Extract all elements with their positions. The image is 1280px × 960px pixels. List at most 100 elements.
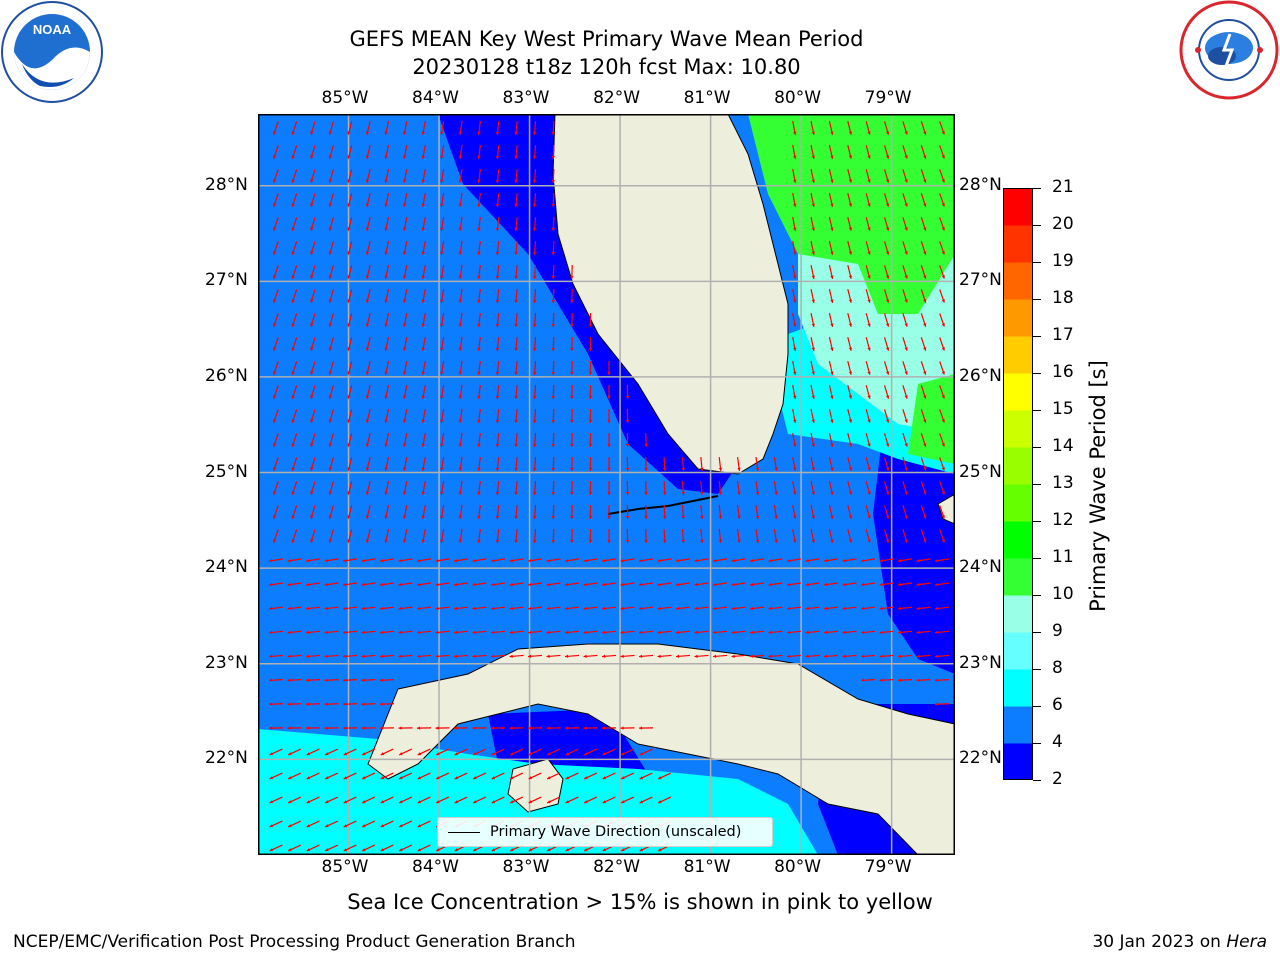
wave-arrow-head xyxy=(941,299,945,303)
wave-arrow-head xyxy=(273,467,277,471)
wave-arrow-head xyxy=(291,443,295,447)
wave-arrow-head xyxy=(403,131,407,135)
wave-arrow-head xyxy=(328,323,333,327)
wave-arrow-head xyxy=(454,558,458,563)
wave-arrow-head xyxy=(361,726,365,730)
wave-arrow-head xyxy=(269,678,273,682)
wave-arrow-head xyxy=(570,299,574,303)
wave-arrow-head xyxy=(584,800,588,804)
wave-arrow-head xyxy=(904,251,908,255)
wave-arrow-head xyxy=(325,800,329,804)
colorbar-tick xyxy=(1033,187,1041,189)
wave-arrow-head xyxy=(514,395,518,399)
wave-arrow-head xyxy=(588,371,593,375)
wave-arrow-head xyxy=(842,582,846,587)
wave-arrow-head xyxy=(273,371,277,375)
wave-arrow-head xyxy=(384,251,388,255)
wave-arrow-head xyxy=(291,299,295,303)
wave-arrow-head xyxy=(737,467,741,471)
wave-arrow-head xyxy=(491,582,495,587)
wave-arrow-head xyxy=(718,467,723,471)
wave-arrow-head xyxy=(361,630,365,635)
wave-arrow-head xyxy=(440,371,444,375)
wave-arrow-head xyxy=(288,776,292,780)
wave-arrow-head xyxy=(347,179,351,183)
wave-arrow-head xyxy=(365,275,370,279)
wave-arrow-head xyxy=(657,558,661,563)
wave-arrow-head xyxy=(830,323,834,327)
wave-arrow-head xyxy=(713,582,717,587)
colorbar-tick-label: 2 xyxy=(1052,769,1063,789)
latitude-label: 24°N xyxy=(205,557,248,578)
wave-arrow-head xyxy=(811,251,815,255)
latitude-label: 27°N xyxy=(959,270,1002,291)
colorbar-segment xyxy=(1003,447,1033,485)
wave-arrow-head xyxy=(472,606,476,611)
wave-arrow-head xyxy=(514,467,518,471)
wave-arrow-head xyxy=(403,371,407,375)
wave-arrow-head xyxy=(365,347,370,351)
wave-arrow-head xyxy=(398,582,402,587)
wave-arrow-head xyxy=(867,539,871,543)
wave-arrow-head xyxy=(657,606,661,611)
wave-arrow-head xyxy=(565,848,570,852)
wave-arrow-head xyxy=(287,606,291,611)
wave-arrow-head xyxy=(403,419,407,423)
wave-arrow-head xyxy=(941,395,945,399)
wave-arrow-head xyxy=(495,251,500,255)
wave-arrow-head xyxy=(458,323,463,327)
wave-arrow-head xyxy=(533,347,537,351)
wave-arrow-head xyxy=(347,203,351,207)
wave-arrow-head xyxy=(384,539,388,543)
wave-arrow-head xyxy=(923,323,927,327)
wave-arrow-head xyxy=(848,539,853,543)
wave-arrow-head xyxy=(291,179,295,183)
colorbar-tick xyxy=(1033,372,1041,374)
footer-credit: NCEP/EMC/Verification Post Processing Pr… xyxy=(13,932,576,952)
wave-arrow-head xyxy=(365,203,370,207)
wave-arrow-head xyxy=(343,606,347,611)
wave-arrow-head xyxy=(328,419,333,423)
wave-arrow-head xyxy=(570,371,574,375)
wave-arrow-head xyxy=(793,467,797,471)
colorbar-tick-label: 10 xyxy=(1052,584,1074,604)
wave-arrow-head xyxy=(440,227,444,231)
wave-arrow-head xyxy=(458,179,463,183)
wave-arrow-head xyxy=(458,251,463,255)
wave-arrow-head xyxy=(343,726,347,730)
wave-arrow-head xyxy=(328,179,333,183)
wave-arrow-head xyxy=(384,227,388,231)
wave-arrow-head xyxy=(510,752,514,756)
wave-arrow-head xyxy=(403,227,407,231)
wave-arrow-head xyxy=(547,848,551,852)
wave-arrow-head xyxy=(514,491,518,495)
wave-arrow-head xyxy=(663,515,667,519)
wave-arrow-head xyxy=(440,443,444,447)
wave-arrow-head xyxy=(477,491,481,495)
wave-arrow-head xyxy=(273,539,277,543)
colorbar-tick xyxy=(1033,779,1041,781)
wave-arrow-head xyxy=(830,203,834,207)
wave-arrow-head xyxy=(491,654,495,658)
wave-arrow-head xyxy=(787,582,791,587)
wave-arrow-head xyxy=(398,558,402,563)
wave-arrow-head xyxy=(384,131,388,135)
wave-arrow-head xyxy=(288,824,292,828)
wave-arrow-head xyxy=(417,752,422,756)
wave-arrow-head xyxy=(898,630,902,635)
wave-arrow-head xyxy=(458,467,463,471)
wave-arrow-head xyxy=(384,395,388,399)
wave-arrow-head xyxy=(546,582,550,587)
wave-arrow-head xyxy=(861,582,865,587)
wave-arrow-head xyxy=(440,131,444,135)
longitude-label: 83°W xyxy=(502,88,550,108)
wave-arrow-head xyxy=(310,203,314,207)
wave-arrow-head xyxy=(737,515,741,519)
wave-arrow-head xyxy=(607,467,611,471)
wave-arrow-head xyxy=(310,179,314,183)
longitude-label: 82°W xyxy=(593,857,641,877)
wave-arrow-head xyxy=(904,323,908,327)
wave-arrow-head xyxy=(694,558,698,563)
wave-arrow-head xyxy=(328,251,333,255)
wave-arrow-head xyxy=(546,654,550,658)
